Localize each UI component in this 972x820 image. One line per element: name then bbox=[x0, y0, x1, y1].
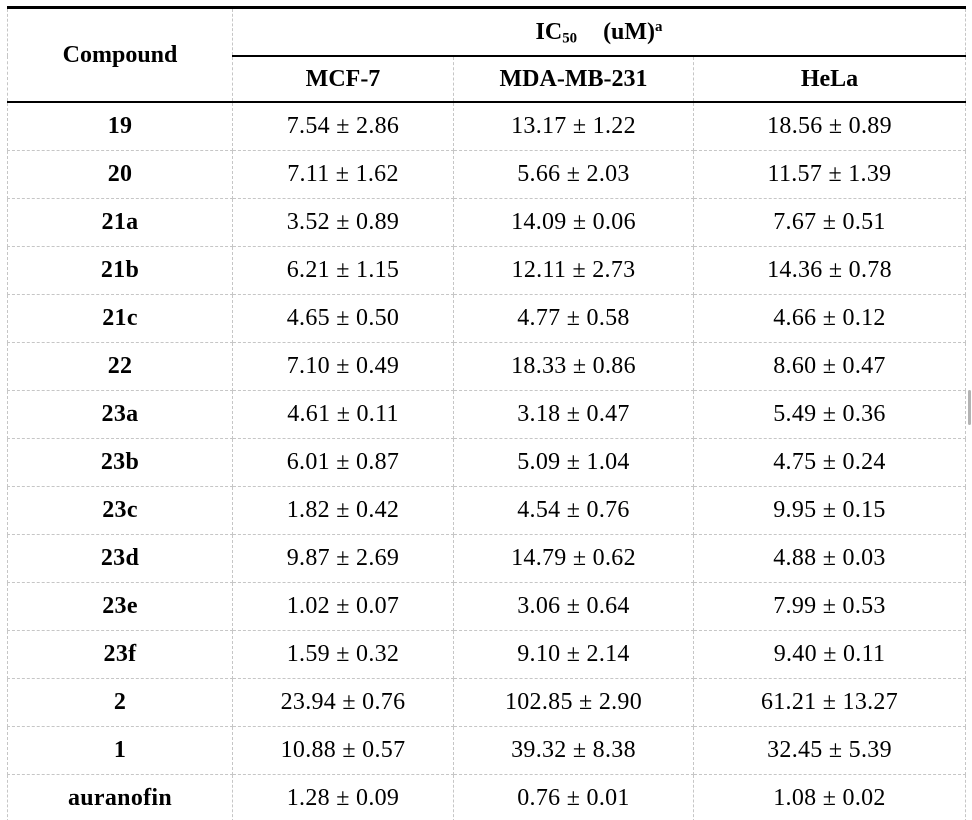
mcf7-value: 23.94 ± 0.76 bbox=[232, 678, 454, 727]
table-row: 20 7.11 ± 1.62 5.66 ± 2.03 11.57 ± 1.39 bbox=[7, 150, 966, 199]
mcf7-value: 3.52 ± 0.89 bbox=[232, 198, 454, 247]
compound-cell: 21b bbox=[7, 246, 233, 295]
compound-cell: 19 bbox=[7, 101, 233, 151]
hela-value: 61.21 ± 13.27 bbox=[693, 678, 966, 727]
compound-cell: 1 bbox=[7, 726, 233, 775]
ic50-footnote-marker: a bbox=[655, 18, 663, 35]
mda-mb-231-value: 18.33 ± 0.86 bbox=[453, 342, 694, 391]
table-body: 19 7.54 ± 2.86 13.17 ± 1.22 18.56 ± 0.89… bbox=[7, 101, 966, 820]
table-row: 22 7.10 ± 0.49 18.33 ± 0.86 8.60 ± 0.47 bbox=[7, 342, 966, 391]
mcf7-value: 1.02 ± 0.07 bbox=[232, 582, 454, 631]
mda-mb-231-value: 14.09 ± 0.06 bbox=[453, 198, 694, 247]
table-row: 21c 4.65 ± 0.50 4.77 ± 0.58 4.66 ± 0.12 bbox=[7, 294, 966, 343]
table-row: 21b 6.21 ± 1.15 12.11 ± 2.73 14.36 ± 0.7… bbox=[7, 246, 966, 295]
hela-value: 4.75 ± 0.24 bbox=[693, 438, 966, 487]
hela-value: 9.95 ± 0.15 bbox=[693, 486, 966, 535]
table-row: 23b 6.01 ± 0.87 5.09 ± 1.04 4.75 ± 0.24 bbox=[7, 438, 966, 487]
mda-mb-231-value: 5.66 ± 2.03 bbox=[453, 150, 694, 199]
header-row-cell-lines: MCF-7 MDA-MB-231 HeLa bbox=[8, 55, 966, 103]
ic50-table: Compound IC50 (uM)a MCF-7 MDA-MB-231 HeLa… bbox=[7, 6, 966, 820]
ic50-group-header: IC50 (uM)a bbox=[232, 7, 966, 57]
table-row: 23f 1.59 ± 0.32 9.10 ± 2.14 9.40 ± 0.11 bbox=[7, 630, 966, 679]
table-row: 19 7.54 ± 2.86 13.17 ± 1.22 18.56 ± 0.89 bbox=[7, 101, 966, 151]
mcf7-value: 7.11 ± 1.62 bbox=[232, 150, 454, 199]
mcf7-value: 1.28 ± 0.09 bbox=[232, 774, 454, 820]
hela-value: 7.67 ± 0.51 bbox=[693, 198, 966, 247]
column-header-mcf7: MCF-7 bbox=[232, 55, 454, 103]
compound-cell: 23d bbox=[7, 534, 233, 583]
compound-cell: 21c bbox=[7, 294, 233, 343]
mda-mb-231-value: 9.10 ± 2.14 bbox=[453, 630, 694, 679]
mda-mb-231-value: 14.79 ± 0.62 bbox=[453, 534, 694, 583]
table-row: 23c 1.82 ± 0.42 4.54 ± 0.76 9.95 ± 0.15 bbox=[7, 486, 966, 535]
compound-cell: 21a bbox=[7, 198, 233, 247]
hela-value: 7.99 ± 0.53 bbox=[693, 582, 966, 631]
compound-cell: 22 bbox=[7, 342, 233, 391]
compound-column-header: Compound bbox=[7, 7, 233, 103]
hela-value: 32.45 ± 5.39 bbox=[693, 726, 966, 775]
table-row: 1 10.88 ± 0.57 39.32 ± 8.38 32.45 ± 5.39 bbox=[7, 726, 966, 775]
mda-mb-231-value: 3.18 ± 0.47 bbox=[453, 390, 694, 439]
table-row: 23a 4.61 ± 0.11 3.18 ± 0.47 5.49 ± 0.36 bbox=[7, 390, 966, 439]
hela-value: 18.56 ± 0.89 bbox=[693, 101, 966, 151]
compound-cell: 23a bbox=[7, 390, 233, 439]
compound-cell: 23f bbox=[7, 630, 233, 679]
mcf7-value: 6.21 ± 1.15 bbox=[232, 246, 454, 295]
compound-cell: 2 bbox=[7, 678, 233, 727]
table-row: 21a 3.52 ± 0.89 14.09 ± 0.06 7.67 ± 0.51 bbox=[7, 198, 966, 247]
mcf7-value: 7.54 ± 2.86 bbox=[232, 101, 454, 151]
table-row: 23d 9.87 ± 2.69 14.79 ± 0.62 4.88 ± 0.03 bbox=[7, 534, 966, 583]
hela-value: 11.57 ± 1.39 bbox=[693, 150, 966, 199]
hela-value: 1.08 ± 0.02 bbox=[693, 774, 966, 820]
ic50-unit: (uM) bbox=[603, 18, 656, 45]
table-row: auranofin 1.28 ± 0.09 0.76 ± 0.01 1.08 ±… bbox=[7, 774, 966, 820]
mda-mb-231-value: 4.54 ± 0.76 bbox=[453, 486, 694, 535]
ic50-table-container: Compound IC50 (uM)a MCF-7 MDA-MB-231 HeLa… bbox=[7, 6, 966, 820]
table-header: Compound IC50 (uM)a MCF-7 MDA-MB-231 HeLa bbox=[7, 7, 966, 103]
hela-value: 14.36 ± 0.78 bbox=[693, 246, 966, 295]
mda-mb-231-value: 3.06 ± 0.64 bbox=[453, 582, 694, 631]
hela-value: 8.60 ± 0.47 bbox=[693, 342, 966, 391]
compound-cell: auranofin bbox=[7, 774, 233, 820]
mcf7-value: 1.59 ± 0.32 bbox=[232, 630, 454, 679]
mcf7-value: 6.01 ± 0.87 bbox=[232, 438, 454, 487]
hela-value: 4.66 ± 0.12 bbox=[693, 294, 966, 343]
ic50-subscript: 50 bbox=[562, 30, 578, 47]
compound-cell: 23b bbox=[7, 438, 233, 487]
column-header-hela: HeLa bbox=[693, 55, 966, 103]
table-row: 2 23.94 ± 0.76 102.85 ± 2.90 61.21 ± 13.… bbox=[7, 678, 966, 727]
compound-cell: 20 bbox=[7, 150, 233, 199]
compound-cell: 23e bbox=[7, 582, 233, 631]
mcf7-value: 4.65 ± 0.50 bbox=[232, 294, 454, 343]
mda-mb-231-value: 5.09 ± 1.04 bbox=[453, 438, 694, 487]
header-row-top: Compound IC50 (uM)a bbox=[7, 7, 966, 103]
hela-value: 9.40 ± 0.11 bbox=[693, 630, 966, 679]
right-edge-artifact bbox=[968, 390, 971, 425]
compound-cell: 23c bbox=[7, 486, 233, 535]
table-row: 23e 1.02 ± 0.07 3.06 ± 0.64 7.99 ± 0.53 bbox=[7, 582, 966, 631]
mcf7-value: 7.10 ± 0.49 bbox=[232, 342, 454, 391]
mcf7-value: 10.88 ± 0.57 bbox=[232, 726, 454, 775]
mcf7-value: 4.61 ± 0.11 bbox=[232, 390, 454, 439]
mda-mb-231-value: 39.32 ± 8.38 bbox=[453, 726, 694, 775]
mda-mb-231-value: 4.77 ± 0.58 bbox=[453, 294, 694, 343]
column-header-mda-mb-231: MDA-MB-231 bbox=[453, 55, 694, 103]
hela-value: 4.88 ± 0.03 bbox=[693, 534, 966, 583]
mda-mb-231-value: 0.76 ± 0.01 bbox=[453, 774, 694, 820]
mda-mb-231-value: 12.11 ± 2.73 bbox=[453, 246, 694, 295]
mda-mb-231-value: 13.17 ± 1.22 bbox=[453, 101, 694, 151]
mda-mb-231-value: 102.85 ± 2.90 bbox=[453, 678, 694, 727]
mcf7-value: 1.82 ± 0.42 bbox=[232, 486, 454, 535]
mcf7-value: 9.87 ± 2.69 bbox=[232, 534, 454, 583]
ic50-prefix: IC bbox=[535, 18, 563, 45]
hela-value: 5.49 ± 0.36 bbox=[693, 390, 966, 439]
